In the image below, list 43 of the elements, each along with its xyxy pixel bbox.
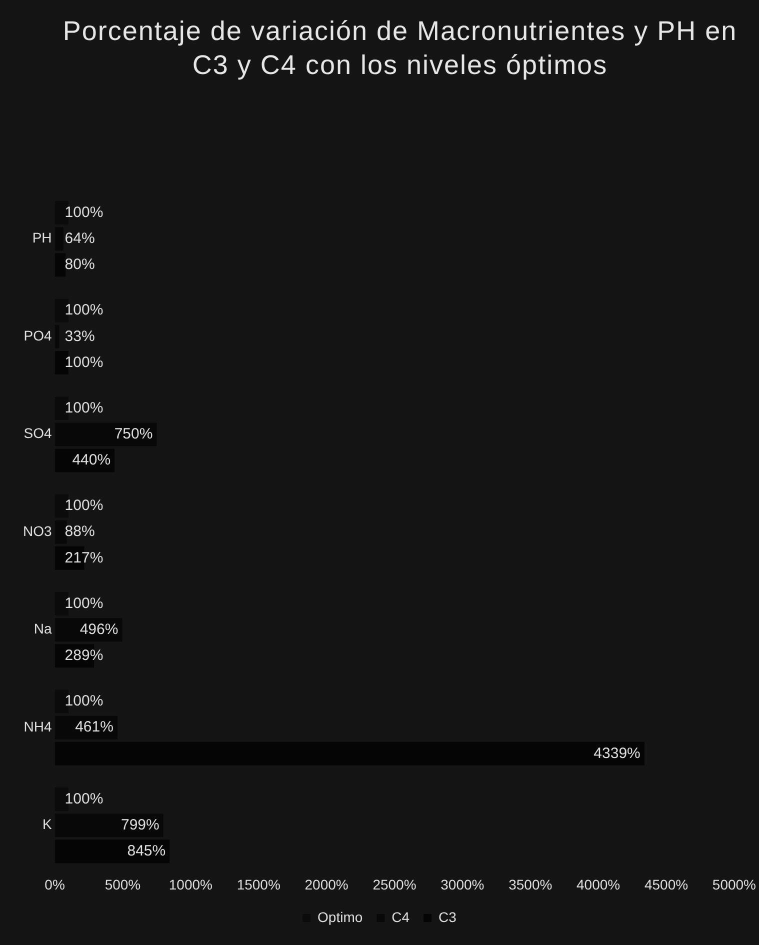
data-label: 80% xyxy=(64,256,95,274)
x-tick-label: 5000% xyxy=(712,876,756,892)
data-label: 4339% xyxy=(594,744,640,762)
data-label: 289% xyxy=(64,647,104,664)
data-label: 440% xyxy=(72,452,111,469)
x-tick-label: 1500% xyxy=(236,876,280,892)
y-tick-label: NO3 xyxy=(22,522,52,539)
x-tick-label: 1000% xyxy=(168,876,212,892)
x-tick-label: 3000% xyxy=(440,876,484,892)
x-tick-label: 3500% xyxy=(508,876,552,892)
data-label: 33% xyxy=(64,328,95,345)
x-tick-label: 4500% xyxy=(644,876,688,892)
data-label: 496% xyxy=(80,620,118,638)
x-tick-label: 4000% xyxy=(576,876,620,892)
y-tick-label: PO4 xyxy=(24,327,52,344)
legend-label: C3 xyxy=(438,908,457,925)
data-label: 100% xyxy=(64,302,104,319)
data-label: 100% xyxy=(64,354,104,371)
x-tick-label: 0% xyxy=(44,876,65,892)
data-label: 100% xyxy=(64,399,104,416)
data-label: 100% xyxy=(64,204,104,221)
y-tick-label: PH xyxy=(32,230,52,246)
x-tick-label: 2500% xyxy=(372,876,416,892)
legend-label: C4 xyxy=(392,908,410,925)
data-label: 217% xyxy=(64,549,104,566)
legend-label: Optimo xyxy=(318,908,363,925)
data-label: 100% xyxy=(64,790,104,808)
data-label: 461% xyxy=(75,718,114,736)
data-label: 100% xyxy=(64,692,104,710)
y-tick-label: K xyxy=(42,816,52,832)
data-label: 88% xyxy=(64,523,95,540)
y-tick-label: SO4 xyxy=(24,425,52,442)
data-label: 100% xyxy=(64,594,104,612)
data-label: 799% xyxy=(120,816,160,834)
chart-title: Porcentaje de variación de Macronutrientes y PH en C3 y C4 con los niveles óptimos xyxy=(62,15,738,82)
data-label: 100% xyxy=(64,497,104,514)
y-tick-label: Na xyxy=(34,620,52,637)
data-label: 64% xyxy=(64,230,95,248)
x-tick-label: 500% xyxy=(104,876,141,892)
data-label: 845% xyxy=(127,842,166,860)
x-tick-label: 2000% xyxy=(304,876,348,892)
data-label: 750% xyxy=(114,426,153,442)
y-tick-label: NH4 xyxy=(24,718,52,734)
